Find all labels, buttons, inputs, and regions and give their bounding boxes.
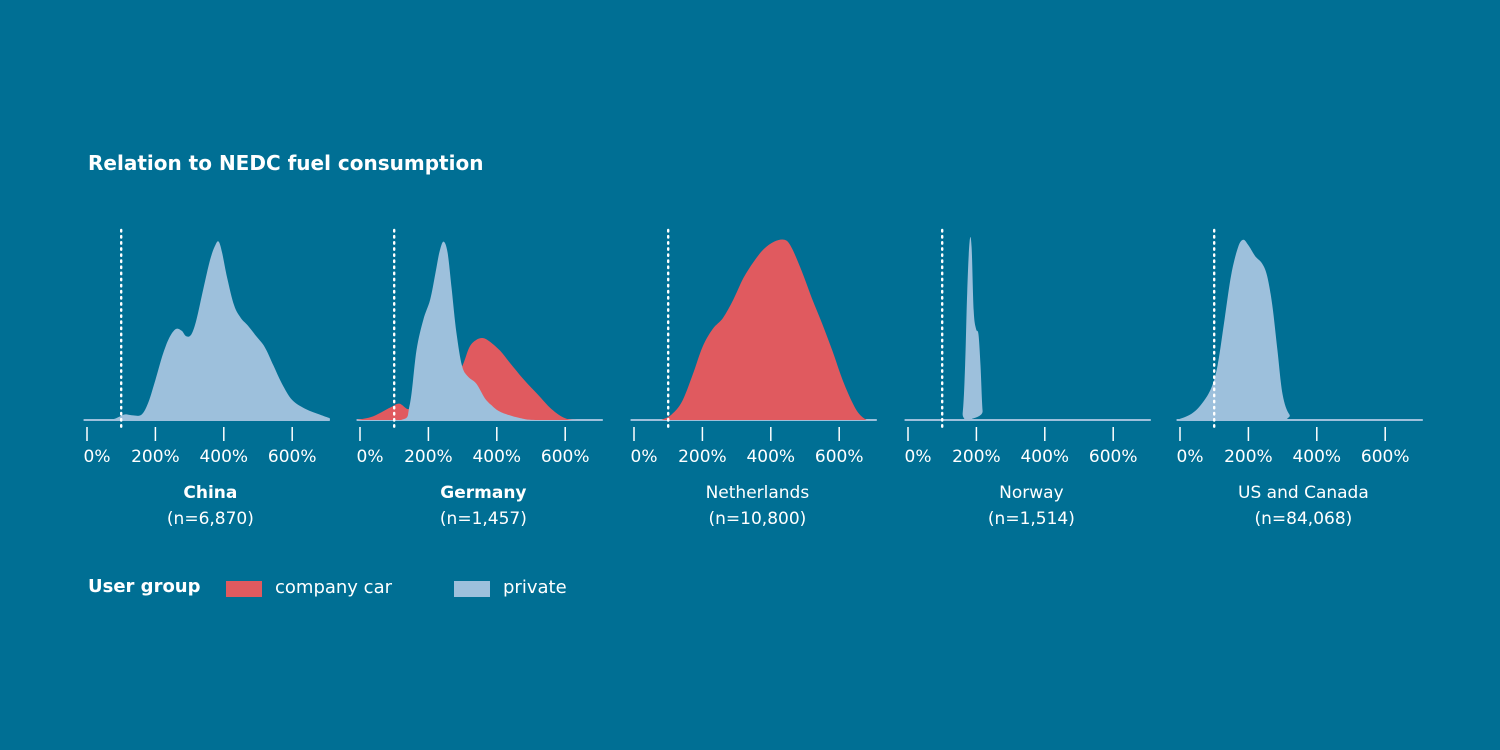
x-tick-label: 200% xyxy=(1224,447,1273,467)
panel-china: 0% 200% 400% 600% China (n=6,870) xyxy=(84,230,330,529)
panel-label: US and Canada xyxy=(1238,483,1369,503)
panel-sample-size: (n=1,514) xyxy=(988,509,1075,529)
x-tick-label: 400% xyxy=(746,447,795,467)
x-tick-label: 600% xyxy=(1361,447,1410,467)
x-tick-label: 0% xyxy=(84,447,111,467)
density-area-company-car xyxy=(661,239,866,420)
x-tick-label: 400% xyxy=(1292,447,1341,467)
x-tick-label: 0% xyxy=(631,447,658,467)
density-plots: 0% 200% 400% 600% China (n=6,870) 0% 200% 400% 60… xyxy=(0,0,1500,750)
x-tick-label: 200% xyxy=(404,447,453,467)
x-tick-label: 600% xyxy=(815,447,864,467)
x-tick-label: 200% xyxy=(952,447,1001,467)
panel-norway: 0% 200% 400% 600% Norway (n=1,514) xyxy=(905,230,1151,529)
x-tick-label: 0% xyxy=(1177,447,1204,467)
x-tick-label: 400% xyxy=(472,447,521,467)
panel-sample-size: (n=84,068) xyxy=(1255,509,1353,529)
legend-swatch-private xyxy=(454,581,490,597)
chart-figure: Relation to NEDC fuel consumption 0% 200%… xyxy=(0,0,1500,750)
legend-swatch-company-car xyxy=(226,581,262,597)
panel-germany: 0% 200% 400% 600% Germany (n=1,457) xyxy=(357,230,603,529)
x-tick-label: 600% xyxy=(541,447,590,467)
x-tick-label: 400% xyxy=(1020,447,1069,467)
panel-label: China xyxy=(183,483,237,503)
x-tick-label: 200% xyxy=(678,447,727,467)
x-tick-label: 0% xyxy=(357,447,384,467)
legend-label-private: private xyxy=(503,577,567,598)
panel-netherlands: 0% 200% 400% 600%Netherlands (n=10,800) xyxy=(631,230,877,529)
x-tick-label: 200% xyxy=(131,447,180,467)
x-tick-label: 0% xyxy=(905,447,932,467)
panel-us-and-canada: 0% 200% 400% 600% US and Canada (n=84,068) xyxy=(1177,230,1423,529)
legend-label-company-car: company car xyxy=(275,577,392,598)
x-tick-label: 600% xyxy=(1089,447,1138,467)
panel-label: Norway xyxy=(999,483,1064,503)
x-tick-label: 600% xyxy=(268,447,317,467)
panel-sample-size: (n=10,800) xyxy=(709,509,807,529)
panel-label: Netherlands xyxy=(706,483,810,503)
panel-sample-size: (n=1,457) xyxy=(440,509,527,529)
x-tick-label: 400% xyxy=(199,447,248,467)
panel-label: Germany xyxy=(440,483,526,503)
panel-sample-size: (n=6,870) xyxy=(167,509,254,529)
legend-title: User group xyxy=(88,576,201,597)
